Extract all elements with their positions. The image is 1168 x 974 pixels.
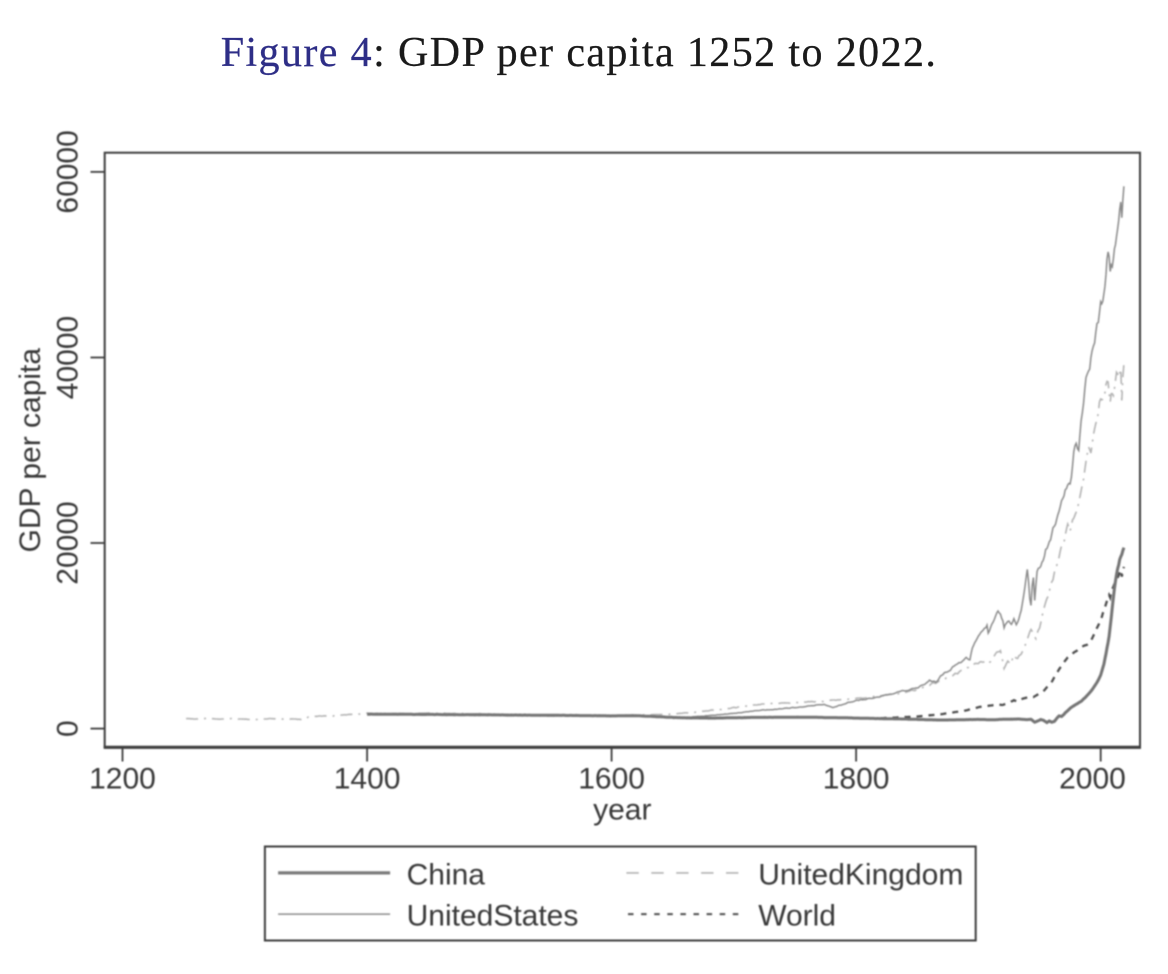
svg-text:40000: 40000: [52, 316, 85, 399]
svg-text:1600: 1600: [578, 763, 645, 796]
svg-text:year: year: [593, 794, 651, 827]
svg-text:60000: 60000: [52, 130, 85, 213]
svg-text:1200: 1200: [89, 763, 156, 796]
svg-text:20000: 20000: [52, 501, 85, 584]
svg-text:UnitedKingdom: UnitedKingdom: [758, 858, 963, 891]
svg-text:1800: 1800: [823, 763, 890, 796]
svg-text:UnitedStates: UnitedStates: [407, 900, 579, 933]
svg-text:0: 0: [52, 720, 85, 737]
svg-text:World: World: [758, 900, 836, 933]
svg-text:GDP per capita: GDP per capita: [14, 348, 47, 553]
svg-text:1400: 1400: [334, 763, 401, 796]
svg-text:China: China: [407, 858, 486, 891]
svg-text:2000: 2000: [1059, 763, 1126, 796]
